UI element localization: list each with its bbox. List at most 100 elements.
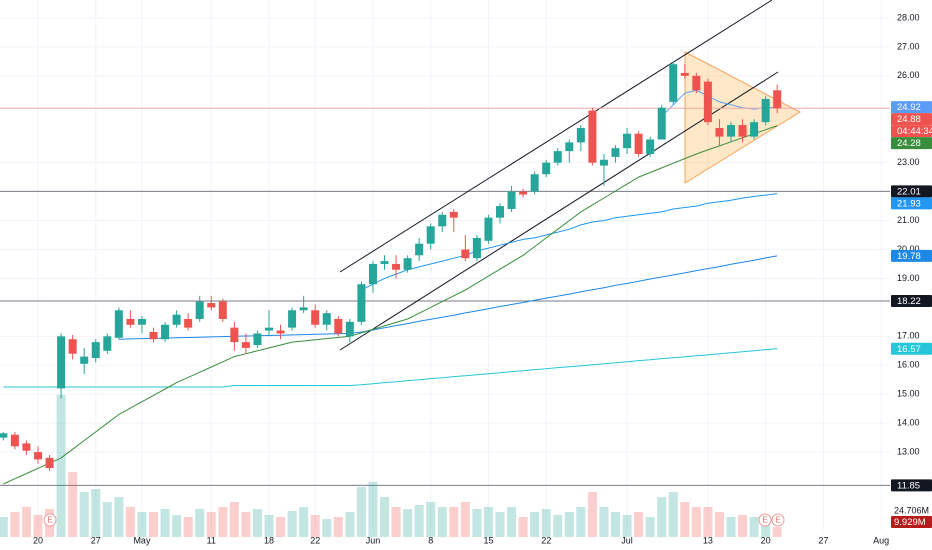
volume-bar (553, 515, 563, 537)
volume-bar (183, 517, 193, 537)
candle-body (392, 263, 401, 270)
candle-body (599, 159, 608, 166)
volume-bar (403, 509, 413, 537)
candle-body (230, 327, 239, 343)
candle-body (472, 237, 481, 259)
volume-bar (206, 512, 216, 537)
price-tag-label: 24.92 (897, 102, 921, 113)
candle-body (68, 339, 77, 354)
moving-average-line (3, 348, 778, 388)
candle-body (611, 148, 620, 157)
y-tick-label: 13.00 (897, 446, 920, 456)
x-tick-label: Jul (621, 535, 633, 545)
volume-bar (391, 507, 401, 537)
candle-body (542, 162, 551, 175)
price-tag (891, 137, 932, 150)
volume-bar (437, 507, 447, 537)
volume-bar (368, 482, 378, 537)
y-tick-label: 20.00 (897, 244, 920, 254)
volume-bar (137, 512, 147, 537)
price-tag (891, 113, 932, 126)
candle-body (22, 443, 31, 451)
price-tag-label: 24.28 (897, 138, 921, 149)
volume-bar (449, 507, 459, 537)
candle-body (103, 336, 112, 351)
y-tick-label: 15.00 (897, 389, 920, 399)
candle-body (415, 243, 424, 256)
candle-body (126, 318, 135, 325)
volume-bar (149, 512, 158, 537)
x-tick-label: 27 (91, 535, 101, 545)
price-tag (891, 185, 932, 198)
price-tag-label: 11.85 (897, 480, 920, 491)
volume-bar (772, 527, 782, 537)
candle-body (438, 214, 447, 227)
candle-body (657, 107, 666, 140)
volume-bar (56, 395, 66, 537)
volume-bar (356, 487, 366, 537)
volume-bar (114, 497, 124, 537)
candle-body (195, 301, 204, 319)
price-tag-label: 18.22 (897, 296, 921, 307)
x-tick-label: Jun (366, 535, 381, 545)
candle-body (588, 110, 597, 163)
candle-body (680, 72, 689, 76)
price-tag (891, 249, 932, 262)
candle-body (218, 301, 227, 319)
moving-average-line (118, 255, 778, 340)
earnings-marker (771, 513, 785, 527)
volume-bar (634, 512, 644, 537)
candle-body (403, 258, 412, 270)
volume-bar (749, 517, 759, 537)
candle-body (172, 314, 181, 325)
candle-body (91, 342, 100, 359)
volume-bar (680, 502, 690, 537)
volume-bar (599, 507, 609, 537)
volume-bar (264, 515, 274, 537)
volume-bar (345, 512, 355, 537)
x-tick-label: 27 (818, 535, 828, 545)
x-tick-label: 15 (483, 535, 493, 545)
candle-body (426, 226, 435, 244)
candle-body (496, 206, 504, 218)
price-tag-label: 04:44:34 (897, 126, 932, 137)
volume-bar (252, 509, 262, 537)
y-tick-label: 26.00 (897, 70, 920, 80)
candle-body (334, 318, 343, 334)
candle-body (161, 324, 170, 340)
volume-bar (68, 472, 78, 537)
candle-body (761, 98, 770, 123)
candle-body (137, 318, 146, 325)
candle-body (738, 125, 747, 137)
volume-bar (172, 515, 182, 537)
price-tag-label: 24.88 (897, 114, 921, 125)
price-tag (891, 295, 932, 308)
candle-body (773, 90, 782, 109)
price-tag-label: 16.57 (897, 344, 921, 355)
candle-body (265, 327, 273, 331)
triangle-pattern (684, 51, 802, 184)
volume-bar (657, 497, 667, 537)
x-tick-label: 13 (703, 535, 713, 545)
candle-body (519, 191, 528, 195)
volume-bar (668, 492, 678, 537)
candle-body (299, 307, 308, 311)
candle-body (149, 331, 158, 340)
volume-bar (33, 515, 43, 537)
candle-body (750, 122, 759, 137)
y-tick-label: 21.00 (897, 215, 920, 225)
x-tick-label: May (133, 535, 151, 545)
candle-body (322, 313, 331, 325)
volume-bar (726, 517, 736, 537)
x-tick-label: 20 (761, 535, 771, 545)
volume-bar (738, 515, 748, 537)
candle-body (461, 249, 470, 259)
volume-bar (541, 509, 551, 537)
candle-body (553, 151, 562, 163)
volume-bar (310, 515, 320, 537)
volume-bar (472, 509, 482, 537)
volume-bar (414, 505, 424, 537)
volume-bar (703, 507, 713, 537)
candle-body (57, 336, 66, 389)
price-tag-label: 22.01 (897, 186, 921, 197)
